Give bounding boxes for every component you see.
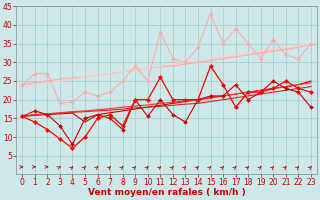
X-axis label: Vent moyen/en rafales ( km/h ): Vent moyen/en rafales ( km/h ) [88, 188, 245, 197]
